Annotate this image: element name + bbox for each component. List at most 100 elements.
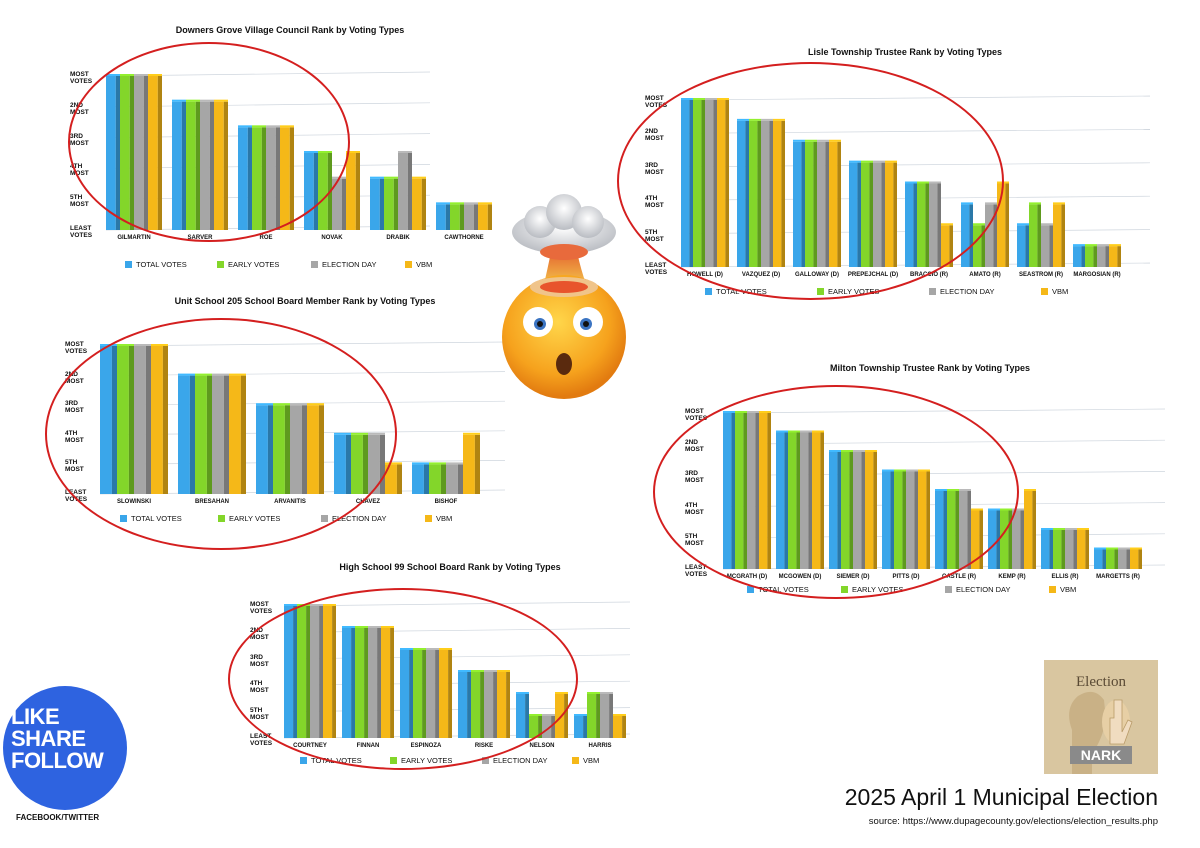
category-label: CHAVEZ [356, 499, 381, 505]
category-label: KEMP (R) [998, 574, 1025, 580]
bar-lisle-7-3 [1109, 244, 1121, 267]
chart-title: Milton Township Trustee Rank by Voting T… [829, 363, 1030, 373]
legend-item: EARLY VOTES [217, 260, 311, 269]
chart-title: High School 99 School Board Rank by Voti… [339, 562, 561, 572]
highlight-ring-downers [68, 42, 350, 242]
legend-swatch [300, 757, 307, 764]
highlight-ring-unit205 [45, 318, 397, 550]
legend-item: VBM [1041, 287, 1068, 296]
chart-legend: TOTAL VOTES EARLY VOTES ELECTION DAY VBM [125, 260, 432, 269]
legend-item: ELECTION DAY [929, 287, 1041, 296]
bar-lisle-7-1 [1085, 244, 1097, 267]
legend-item: VBM [405, 260, 432, 269]
bar-unit205-3-3 [385, 462, 402, 494]
like-share-follow-badge[interactable]: LIKE SHARE FOLLOW [3, 686, 127, 810]
legend-label: VBM [1052, 287, 1069, 296]
mind-blown-emoji-icon [502, 194, 626, 399]
bar-milton-6-0 [1041, 528, 1053, 569]
category-label: HARRIS [588, 743, 611, 749]
legend-label: ELECTION DAY [322, 260, 377, 269]
bar-hs99-5-2 [600, 692, 613, 738]
legend-item: TOTAL VOTES [125, 260, 217, 269]
logo-top-text: Election [1076, 674, 1126, 690]
legend-label: VBM [1060, 585, 1077, 594]
bar-downers-5-3 [478, 202, 492, 230]
legend-label: ELECTION DAY [956, 585, 1011, 594]
bar-milton-6-3 [1077, 528, 1089, 569]
election-title: 2025 April 1 Municipal Election [844, 784, 1158, 810]
category-label: NOVAK [321, 235, 343, 241]
legend-label: ELECTION DAY [940, 287, 995, 296]
chart-title: Downers Grove Village Council Rank by Vo… [175, 25, 405, 35]
category-label: DRABIK [386, 235, 410, 241]
legend-swatch [572, 757, 579, 764]
source-link[interactable]: source: https://www.dupagecounty.gov/ele… [868, 816, 1158, 827]
legend-label: VBM [583, 756, 600, 765]
legend-label: VBM [416, 260, 433, 269]
bar-downers-5-2 [464, 202, 478, 230]
legend-swatch [705, 288, 712, 295]
legend-item: ELECTION DAY [311, 260, 405, 269]
legend-swatch [425, 515, 432, 522]
bar-milton-7-3 [1130, 547, 1142, 569]
legend-swatch [945, 586, 952, 593]
legend-label: EARLY VOTES [228, 260, 280, 269]
badge-like: LIKE [11, 704, 60, 729]
bar-unit205-4-2 [446, 462, 463, 494]
chart-title: Unit School 205 School Board Member Rank… [174, 296, 436, 306]
bar-downers-4-1 [384, 176, 398, 230]
bar-milton-6-2 [1065, 528, 1077, 569]
bar-downers-5-0 [436, 202, 450, 230]
chart-title: Lisle Township Trustee Rank by Voting Ty… [807, 47, 1003, 57]
bar-milton-7-2 [1118, 547, 1130, 569]
bar-downers-4-3 [412, 176, 426, 230]
legend-label: ELECTION DAY [493, 756, 548, 765]
y-rank-label: MOST VOTES [645, 95, 668, 109]
y-rank-label: MOST VOTES [65, 341, 88, 355]
category-label: ROE [259, 235, 272, 241]
legend-item: ELECTION DAY [945, 585, 1049, 594]
bar-milton-6-1 [1053, 528, 1065, 569]
bar-hs99-5-1 [587, 692, 600, 738]
badge-follow: FOLLOW [11, 748, 104, 773]
bar-unit205-4-1 [429, 462, 446, 494]
category-label: CASTLE (R) [942, 574, 976, 580]
legend-item: ELECTION DAY [482, 756, 572, 765]
y-rank-label: LEAST VOTES [685, 564, 708, 578]
bar-downers-4-2 [398, 151, 412, 230]
bar-unit205-4-3 [463, 432, 480, 494]
highlight-ring-lisle [617, 62, 1004, 300]
bar-unit205-4-0 [412, 462, 429, 494]
category-label: SEASTROM (R) [1019, 272, 1063, 278]
bar-milton-7-0 [1094, 547, 1106, 569]
legend-swatch [405, 261, 412, 268]
category-label: BISHOF [435, 499, 458, 505]
legend-item: VBM [425, 514, 452, 523]
bar-lisle-6-3 [1053, 202, 1065, 267]
legend-label: VBM [436, 514, 453, 523]
bar-milton-5-2 [1012, 508, 1024, 569]
bar-lisle-7-2 [1097, 244, 1109, 267]
legend-swatch [217, 261, 224, 268]
bar-lisle-7-0 [1073, 244, 1085, 267]
logo-bottom-text: NARK [1081, 747, 1121, 763]
y-rank-label: LEAST VOTES [70, 225, 93, 239]
category-label: CAWTHORNE [444, 235, 483, 241]
bar-lisle-6-0 [1017, 223, 1029, 267]
highlight-ring-hs99 [228, 588, 578, 770]
legend-swatch [1049, 586, 1056, 593]
category-label: ELLIS (R) [1052, 574, 1079, 580]
bar-downers-3-3 [346, 151, 360, 230]
bar-lisle-6-2 [1041, 223, 1053, 267]
legend-swatch [125, 261, 132, 268]
social-footer[interactable]: FACEBOOK/TWITTER [16, 813, 100, 822]
badge-share: SHARE [11, 726, 86, 751]
legend-label: TOTAL VOTES [136, 260, 187, 269]
y-rank-label: MOST VOTES [685, 408, 708, 422]
category-label: GILMARTIN [117, 235, 150, 241]
y-rank-label: LEAST VOTES [250, 733, 273, 747]
y-rank-label: LEAST VOTES [645, 262, 668, 276]
bar-hs99-5-3 [613, 714, 626, 738]
bar-milton-5-3 [1024, 489, 1036, 569]
legend-item: VBM [1049, 585, 1076, 594]
